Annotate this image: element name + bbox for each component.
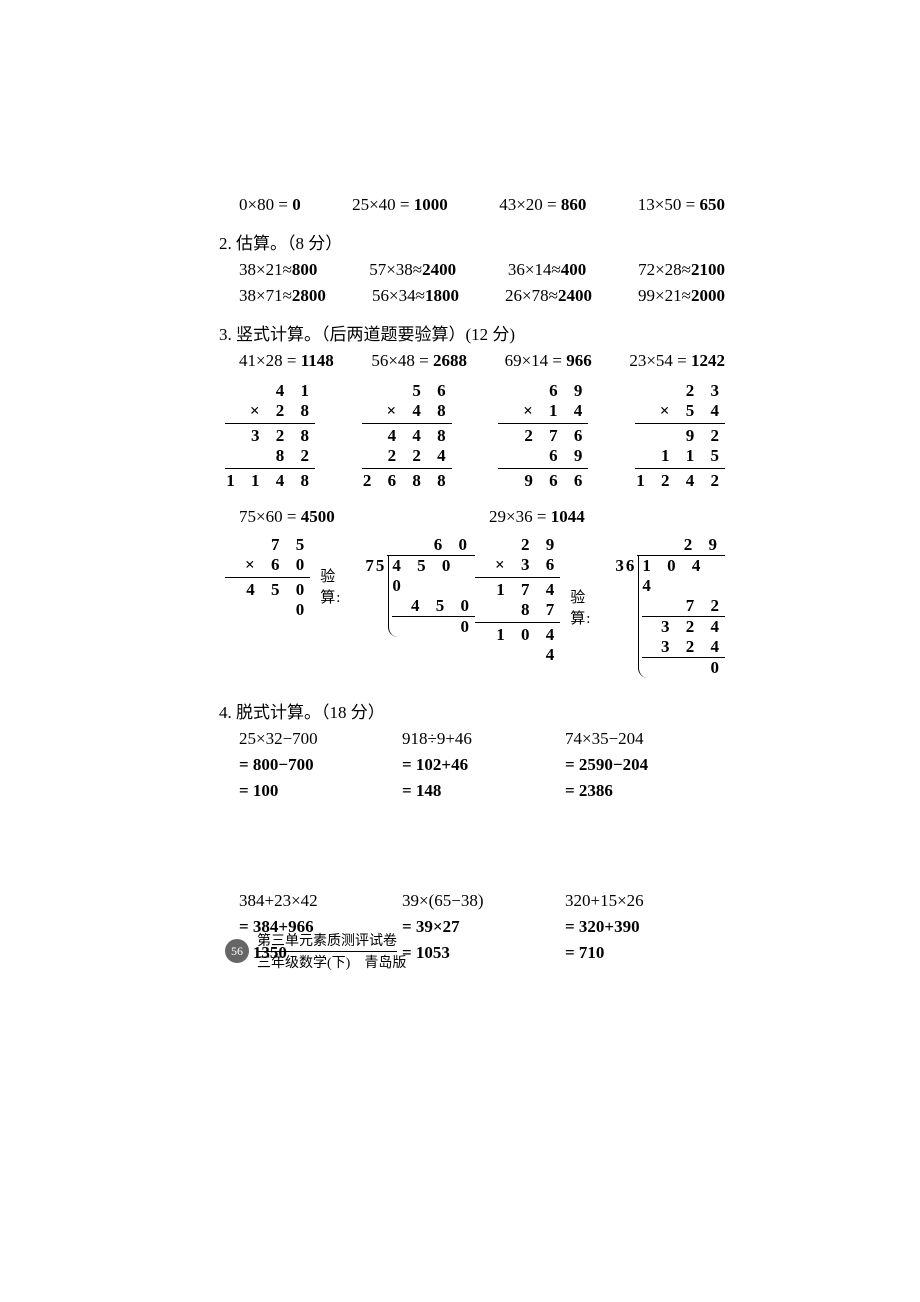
estimation-row: 38×71≈2800 56×34≈1800 26×78≈2400 99×21≈2000 [225,286,725,306]
expr: 43×20 = 860 [499,195,586,215]
vertical-calc: 2 3× 5 49 21 1 5 1 2 4 2 [635,381,725,491]
expr: 0×80 = 0 [239,195,301,215]
expr: 26×78≈2400 [505,286,592,306]
expr: 36×14≈400 [508,260,586,280]
expr: 13×50 = 650 [638,195,725,215]
page-number: 56 [225,939,249,963]
expr: = 148 [402,781,562,801]
long-division: 2 9361 0 4 47 2 3 2 43 2 40 [615,535,725,678]
expr: 41×28 = 1148 [239,351,334,371]
expr: 918÷9+46 [402,729,562,749]
estimation-row: 38×21≈800 57×38≈2400 36×14≈400 72×28≈2100 [225,260,725,280]
expr: 99×21≈2000 [638,286,725,306]
expr: = 800−700 [239,755,399,775]
expr-block: 25×32−700918÷9+4674×35−204 = 800−700= 102… [225,729,725,801]
expr: = 320+390 [565,917,725,937]
vertical-calc: 4 1× 2 83 2 88 2 1 1 4 8 [225,381,315,491]
expr: 38×21≈800 [239,260,317,280]
page-footer: 56 第三单元素质测评试卷 三年级数学(下) 青岛版 [225,930,406,972]
expr: 25×40 = 1000 [352,195,448,215]
expr: 57×38≈2400 [369,260,456,280]
expr: = 2386 [565,781,725,801]
expr: 72×28≈2100 [638,260,725,280]
expr: = 39×27 [402,917,562,937]
section-2-label: 2. 估算。（8 分） [219,229,725,254]
verify-label: 验算: [568,586,607,628]
expr: = 710 [565,943,725,963]
vertical-calc: 2 9× 3 61 7 48 7 1 0 4 4 [475,535,560,665]
expr: 69×14 = 966 [505,351,592,371]
section-4-label: 4. 脱式计算。（18 分） [219,698,725,723]
expr: 74×35−204 [565,729,725,749]
expr: 320+15×26 [565,891,725,911]
vertical-calc: 7 5× 6 04 5 0 0 [225,535,310,620]
expr: 25×32−700 [239,729,399,749]
verify-row: 75×60 = 45007 5× 6 04 5 0 0验算:6 0754 5 0… [225,507,725,678]
footer-line2: 三年级数学(下) 青岛版 [257,956,406,971]
estimation-rows: 38×21≈80057×38≈240036×14≈40072×28≈210038… [225,260,725,306]
expr: 23×54 = 1242 [629,351,725,371]
expr: 56×34≈1800 [372,286,459,306]
footer-line1: 第三单元素质测评试卷 [257,930,397,952]
expr: 29×36 = 1044 [475,507,725,527]
vertical-calc: 6 9× 1 42 7 66 9 9 6 6 [498,381,588,491]
expr-row: 384+23×4239×(65−38)320+15×26 [239,891,725,911]
expr: 75×60 = 4500 [225,507,475,527]
footer-text: 第三单元素质测评试卷 三年级数学(下) 青岛版 [257,930,406,972]
vertical-calc: 5 6× 4 84 4 82 2 4 2 6 8 8 [362,381,452,491]
mental-math-row: 0×80 = 0 25×40 = 1000 43×20 = 860 13×50 … [225,195,725,215]
expr: = 102+46 [402,755,562,775]
verify-block: 29×36 = 1044 2 9× 3 61 7 48 7 1 0 4 4验算:2… [475,507,725,678]
expr-row: = 800−700= 102+46= 2590−204 [239,755,725,775]
section-3-label: 3. 竖式计算。（后两道题要验算）(12 分) [219,320,725,345]
expr: 384+23×42 [239,891,399,911]
expr-row: = 100= 148= 2386 [239,781,725,801]
expr: = 100 [239,781,399,801]
expr: = 1053 [402,943,562,963]
expr-row: 25×32−700918÷9+4674×35−204 [239,729,725,749]
worksheet-page: 0×80 = 0 25×40 = 1000 43×20 = 860 13×50 … [225,195,725,969]
long-division: 6 0754 5 0 04 5 0 0 [365,535,475,637]
expr: 56×48 = 2688 [371,351,467,371]
vertical-calcs: 4 1× 2 83 2 88 2 1 1 4 8 5 6× 4 84 4 82 2… [225,381,725,491]
expr: 39×(65−38) [402,891,562,911]
expr: 38×71≈2800 [239,286,326,306]
verify-label: 验算: [318,565,357,607]
vertical-eq-row: 41×28 = 1148 56×48 = 2688 69×14 = 966 23… [225,351,725,371]
expr: = 2590−204 [565,755,725,775]
verify-block: 75×60 = 4500 7 5× 6 04 5 0 0验算:6 0754 5 0… [225,507,475,678]
